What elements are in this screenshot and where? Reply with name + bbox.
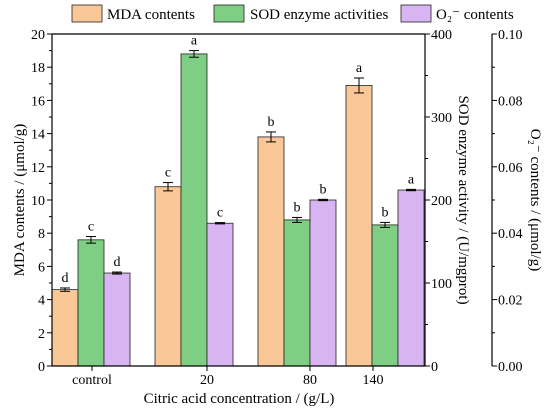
mda-tick-label: 4: [38, 294, 45, 309]
sod-axis-ticks: 0 100 200 300 400: [425, 28, 452, 375]
sod-bar-control: [77, 239, 105, 367]
o2-axis-ticks: 0.00 0.02 0.04 0.06 0.08 0.10: [492, 28, 523, 375]
o2-error-bar-control: [112, 271, 122, 275]
sod-bar-20: [180, 53, 208, 367]
sod-error-bar-20: [189, 50, 199, 58]
mda-significance-letter-140: a: [356, 61, 363, 76]
y-axis-title-o2: O₂⁻ contents / (μmol/g): [527, 129, 543, 271]
bar-group-20: [154, 53, 234, 367]
o2-tick-label: 0.00: [498, 360, 523, 375]
mda-bar-80: [257, 136, 285, 367]
sod-tick-label: 100: [431, 277, 452, 292]
mda-tick-label: 16: [31, 94, 45, 109]
sod-significance-letter-80: b: [294, 200, 301, 215]
y-axis-title-mda: MDA contents / (μmol/g): [12, 124, 28, 277]
legend-item-mda: MDA contents: [71, 4, 195, 23]
sod-error-bar-80: [292, 216, 302, 223]
x-tick-label-140: 140: [363, 373, 384, 388]
mda-significance-letter-20: c: [165, 166, 171, 181]
sod-tick-label: 400: [431, 28, 452, 43]
o2-error-bar-140: [406, 188, 416, 192]
o2-significance-letter-140: a: [408, 172, 415, 187]
mda-tick-label: 10: [31, 194, 45, 209]
mda-error-bar-140: [354, 77, 364, 94]
mda-tick-label: 20: [31, 28, 45, 43]
mda-error-bar-control: [60, 287, 70, 292]
x-tick-label-control: control: [72, 373, 112, 388]
o2-significance-letter-80: b: [320, 182, 327, 197]
bar-group-80: [257, 136, 337, 367]
sod-error-bar-140: [380, 221, 390, 228]
x-axis-title: Citric acid concentration / (g/L): [144, 391, 335, 407]
bars: [51, 53, 425, 367]
mda-significance-letter-control: d: [62, 271, 69, 286]
mda-axis-ticks: 0 2 4 6 8 10 12 14 16 18 20: [31, 28, 52, 375]
mda-tick-label: 18: [31, 61, 45, 76]
mda-bar-control: [51, 289, 79, 367]
o2-bar-80: [309, 199, 337, 367]
legend-label-mda: MDA contents: [107, 7, 195, 23]
sod-tick-label: 200: [431, 194, 452, 209]
o2-error-bar-80: [318, 198, 328, 202]
legend-item-sod: SOD enzyme activities: [213, 4, 388, 23]
mda-significance-letter-80: b: [268, 115, 275, 130]
o2-tick-label: 0.08: [498, 94, 523, 109]
o2-tick-label: 0.10: [498, 28, 523, 43]
o2-error-bar-20: [215, 222, 225, 225]
mda-bar-20: [154, 186, 182, 367]
sod-significance-letter-20: a: [191, 34, 198, 49]
legend-swatch-mda: [71, 4, 103, 23]
legend-swatch-o2: [400, 4, 432, 23]
mda-error-bar-20: [163, 182, 173, 192]
o2-significance-letter-20: c: [217, 206, 223, 221]
mda-tick-label: 14: [31, 128, 45, 143]
mda-tick-label: 12: [31, 161, 45, 176]
o2-tick-label: 0.06: [498, 161, 523, 176]
x-tick-label-80: 80: [303, 373, 317, 388]
mda-error-bar-80: [266, 131, 276, 143]
sod-error-bar-control: [86, 236, 96, 244]
sod-significance-letter-140: b: [382, 205, 389, 220]
legend-label-o2: O₂⁻ contents: [436, 7, 514, 23]
legend-swatch-sod: [213, 4, 245, 23]
o2-tick-label: 0.02: [498, 294, 523, 309]
legend-label-sod: SOD enzyme activities: [250, 7, 388, 23]
o2-bar-control: [103, 272, 131, 367]
sod-tick-label: 300: [431, 111, 452, 126]
sod-bar-140: [371, 224, 399, 367]
mda-bar-140: [345, 85, 373, 367]
axes: 0246810121416182001002003004000.000.020.…: [31, 28, 523, 388]
sod-bar-80: [283, 219, 311, 367]
mda-tick-label: 2: [38, 327, 45, 342]
y-axis-title-sod: SOD enzyme activity / (U/mgprot): [455, 95, 471, 304]
x-tick-label-20: 20: [200, 373, 214, 388]
error-bars: [60, 50, 416, 292]
legend: MDA contents SOD enzyme activities O₂⁻ con…: [71, 4, 514, 23]
o2-significance-letter-control: d: [114, 255, 121, 270]
significance-letters: d c d c a c b b b a b a: [62, 34, 415, 286]
legend-item-o2: O₂⁻ contents: [400, 4, 514, 23]
o2-bar-20: [206, 222, 234, 367]
sod-tick-label: 0: [431, 360, 438, 375]
x-axis-ticks: control 20 80 140: [72, 366, 384, 388]
o2-bar-140: [397, 189, 425, 367]
mda-tick-label: 8: [38, 227, 45, 242]
axis-titles: MDA contents / (μmol/g) SOD enzyme activi…: [12, 95, 543, 407]
sod-significance-letter-control: c: [88, 220, 94, 235]
o2-tick-label: 0.04: [498, 227, 523, 242]
mda-tick-label: 0: [38, 360, 45, 375]
mda-tick-label: 6: [38, 260, 45, 275]
